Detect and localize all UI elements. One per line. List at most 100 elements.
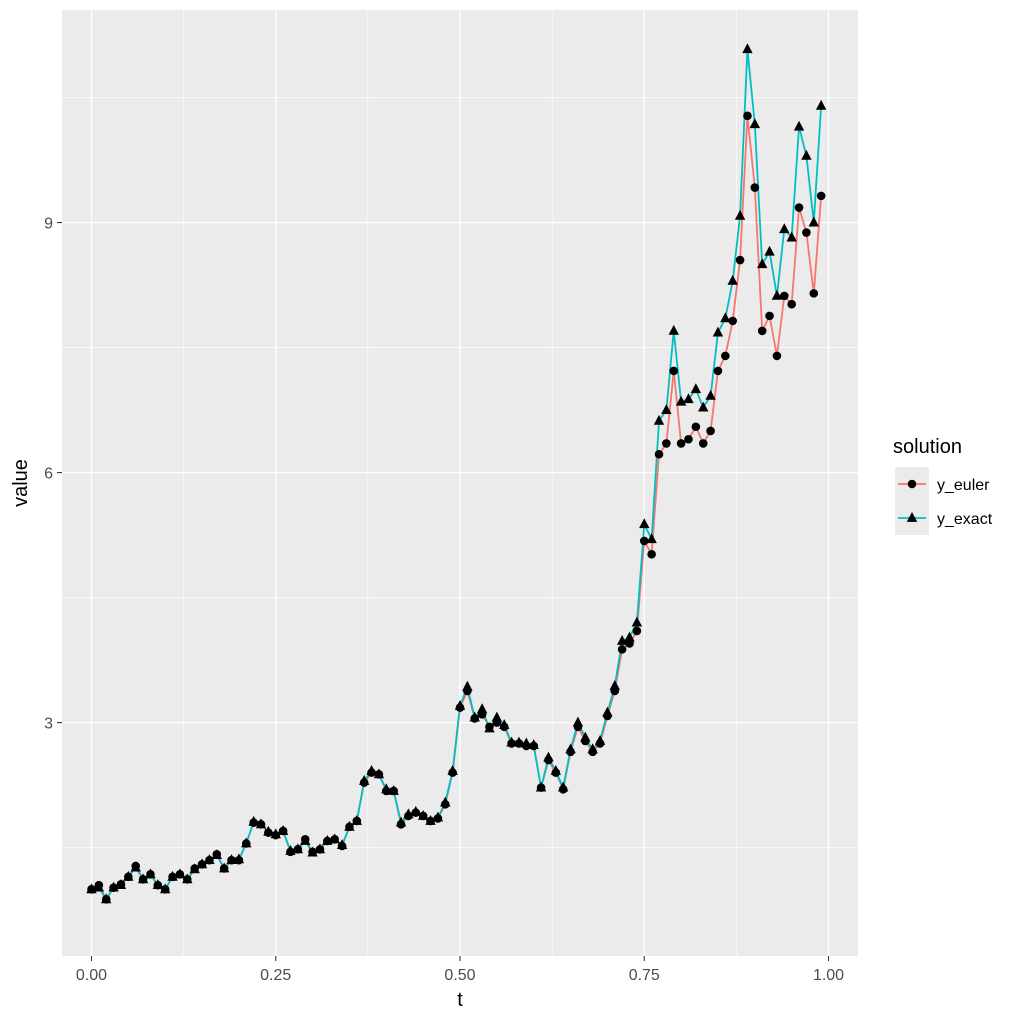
- y-tick-label: 9: [44, 216, 53, 233]
- data-point-y-exact: [233, 853, 245, 864]
- data-point-y-exact: [211, 849, 222, 860]
- data-point-y-exact: [440, 796, 451, 807]
- data-point-y-exact: [351, 815, 363, 825]
- data-point-y-exact: [484, 722, 495, 733]
- major-gridlines: [62, 10, 858, 956]
- data-point-y-euler: [809, 289, 819, 298]
- data-point-y-exact: [248, 815, 259, 826]
- data-point-y-exact: [277, 825, 289, 835]
- legend-keys: y_euler y_exact: [895, 467, 993, 535]
- data-point-y-exact: [432, 811, 444, 822]
- data-point-y-exact: [263, 825, 274, 836]
- data-point-y-exact: [292, 843, 304, 854]
- data-point-y-euler: [654, 449, 664, 459]
- data-point-y-exact: [499, 719, 510, 730]
- data-point-y-exact: [616, 634, 628, 645]
- data-point-y-exact: [182, 873, 193, 884]
- data-point-y-exact: [425, 815, 436, 825]
- data-point-y-exact: [336, 839, 348, 850]
- data-point-y-exact: [462, 680, 473, 691]
- data-point-y-exact: [609, 679, 620, 690]
- x-tick-label: 0.00: [76, 967, 107, 984]
- data-point-y-exact: [580, 731, 591, 742]
- data-point-y-exact: [454, 699, 466, 710]
- data-point-y-exact: [771, 289, 783, 300]
- data-point-y-euler: [787, 299, 796, 309]
- data-point-y-exact: [646, 533, 657, 544]
- data-point-y-exact: [196, 858, 208, 869]
- data-point-y-exact: [572, 716, 584, 727]
- data-point-y-exact: [189, 863, 200, 874]
- legend-label-y-exact: y_exact: [937, 511, 993, 528]
- data-point-y-euler: [647, 549, 656, 559]
- data-point-y-exact: [204, 854, 215, 865]
- data-point-y-exact: [130, 861, 141, 872]
- data-point-y-exact: [631, 616, 643, 627]
- y-axis-title: value: [10, 459, 32, 507]
- data-point-y-euler: [772, 351, 782, 361]
- data-point-y-exact: [174, 868, 186, 879]
- data-point-y-euler: [691, 422, 701, 432]
- data-point-y-exact: [624, 631, 635, 642]
- data-point-y-exact: [557, 781, 569, 792]
- legend-title: solution: [893, 436, 962, 458]
- data-point-y-exact: [329, 833, 340, 844]
- data-point-y-euler: [713, 366, 723, 376]
- data-point-y-exact: [690, 383, 702, 394]
- data-point-y-exact: [698, 401, 709, 412]
- data-point-y-exact: [218, 862, 230, 873]
- data-point-y-exact: [469, 711, 480, 722]
- data-point-y-euler: [779, 291, 789, 301]
- legend-key-marker-y-euler: [907, 479, 917, 489]
- data-point-y-exact: [410, 805, 421, 816]
- data-point-y-exact: [226, 854, 237, 865]
- data-point-y-exact: [491, 711, 503, 722]
- data-point-y-exact: [734, 209, 746, 220]
- data-point-y-exact: [801, 149, 812, 160]
- y-tick-label: 6: [44, 466, 53, 483]
- data-point-y-euler: [757, 326, 767, 336]
- data-point-y-exact: [241, 837, 252, 848]
- legend-key-marker-y-exact: [906, 512, 918, 522]
- data-point-y-exact: [668, 324, 679, 335]
- y-tick-label: 3: [44, 716, 53, 733]
- data-point-y-exact: [786, 231, 797, 242]
- data-point-y-exact: [137, 873, 149, 884]
- data-point-y-euler: [802, 228, 811, 237]
- legend-label-y-euler: y_euler: [937, 477, 990, 494]
- data-point-y-exact: [108, 881, 119, 892]
- x-tick-label: 0.25: [260, 967, 291, 984]
- data-point-y-exact: [167, 870, 178, 881]
- series-points: [86, 43, 827, 904]
- data-point-y-exact: [255, 818, 267, 829]
- data-point-y-exact: [653, 414, 665, 425]
- data-point-y-euler: [706, 426, 715, 436]
- data-point-y-exact: [793, 120, 805, 131]
- data-point-y-exact: [513, 736, 525, 747]
- data-point-y-exact: [675, 395, 687, 406]
- data-point-y-exact: [712, 326, 724, 337]
- data-point-y-exact: [159, 883, 171, 894]
- data-point-y-euler: [632, 626, 642, 636]
- data-point-y-euler: [662, 439, 671, 448]
- data-point-y-exact: [661, 404, 672, 414]
- data-point-y-exact: [587, 743, 598, 754]
- data-point-y-exact: [756, 258, 768, 269]
- data-point-y-exact: [101, 893, 112, 904]
- data-point-y-exact: [727, 274, 738, 285]
- x-tick-label: 0.50: [444, 967, 475, 984]
- data-point-y-euler: [728, 316, 738, 326]
- data-point-y-exact: [476, 703, 488, 714]
- data-point-y-euler: [639, 536, 649, 546]
- data-point-y-exact: [815, 99, 827, 110]
- data-point-y-euler: [721, 351, 730, 361]
- data-point-y-exact: [639, 518, 650, 529]
- x-tick-label: 0.75: [629, 967, 660, 984]
- data-point-y-exact: [521, 737, 532, 748]
- data-point-y-exact: [550, 764, 562, 775]
- data-point-y-exact: [373, 768, 385, 779]
- data-point-y-euler: [743, 111, 752, 121]
- data-point-y-euler: [750, 183, 760, 192]
- data-point-y-exact: [720, 312, 731, 323]
